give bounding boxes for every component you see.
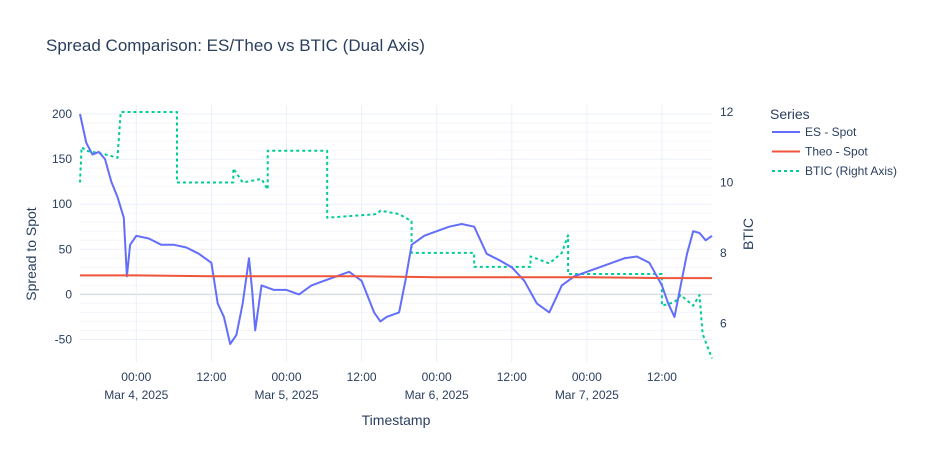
series-line-2 <box>79 111 713 359</box>
chart-title: Spread Comparison: ES/Theo vs BTIC (Dual… <box>46 36 425 55</box>
y-axis-left: -50 0 50 100 150 200 <box>52 107 72 346</box>
legend-item-label: BTIC (Right Axis) <box>805 164 897 178</box>
legend-title: Series <box>770 106 810 122</box>
legend-item-label: Theo - Spot <box>805 145 868 159</box>
legend: Series ES - Spot Theo - Spot BTIC (Right A… <box>770 106 897 178</box>
y-axis-right: 6 8 10 12 <box>720 105 734 330</box>
x-tick-label: 12:00 <box>647 370 677 384</box>
x-axis: 00:00 Mar 4, 2025 12:00 00:00 Mar 5, 2025 12:… <box>104 370 677 402</box>
y2-tick-label: 12 <box>720 105 734 119</box>
x-tick-label: 00:00 <box>422 370 452 384</box>
y-tick-label: 200 <box>52 107 72 121</box>
x-axis-title: Timestamp <box>362 412 431 428</box>
y2-tick-label: 8 <box>720 246 727 260</box>
y-tick-label: 100 <box>52 197 72 211</box>
x-tick-label: 12:00 <box>347 370 377 384</box>
x-tick-label: 12:00 <box>497 370 527 384</box>
x-tick-date-label: Mar 5, 2025 <box>254 388 318 402</box>
series-line-1 <box>80 274 712 280</box>
series-layer <box>79 111 713 359</box>
y-tick-label: -50 <box>55 332 73 346</box>
y2-tick-label: 6 <box>720 316 727 330</box>
x-tick-label: 00:00 <box>121 370 151 384</box>
x-tick-date-label: Mar 4, 2025 <box>104 388 168 402</box>
y-tick-label: 50 <box>59 242 73 256</box>
x-tick-label: 00:00 <box>572 370 602 384</box>
y-tick-label: 0 <box>65 287 72 301</box>
x-tick-date-label: Mar 7, 2025 <box>555 388 619 402</box>
y2-tick-label: 10 <box>720 175 734 189</box>
y2-axis-title: BTIC <box>740 218 756 250</box>
series-line-0 <box>79 113 713 345</box>
y-axis-title: Spread to Spot <box>23 207 39 301</box>
y-tick-label: 150 <box>52 152 72 166</box>
x-tick-label: 00:00 <box>271 370 301 384</box>
x-tick-label: 12:00 <box>196 370 226 384</box>
x-tick-date-label: Mar 6, 2025 <box>405 388 469 402</box>
legend-item-label: ES - Spot <box>805 125 857 139</box>
grid <box>80 105 712 362</box>
